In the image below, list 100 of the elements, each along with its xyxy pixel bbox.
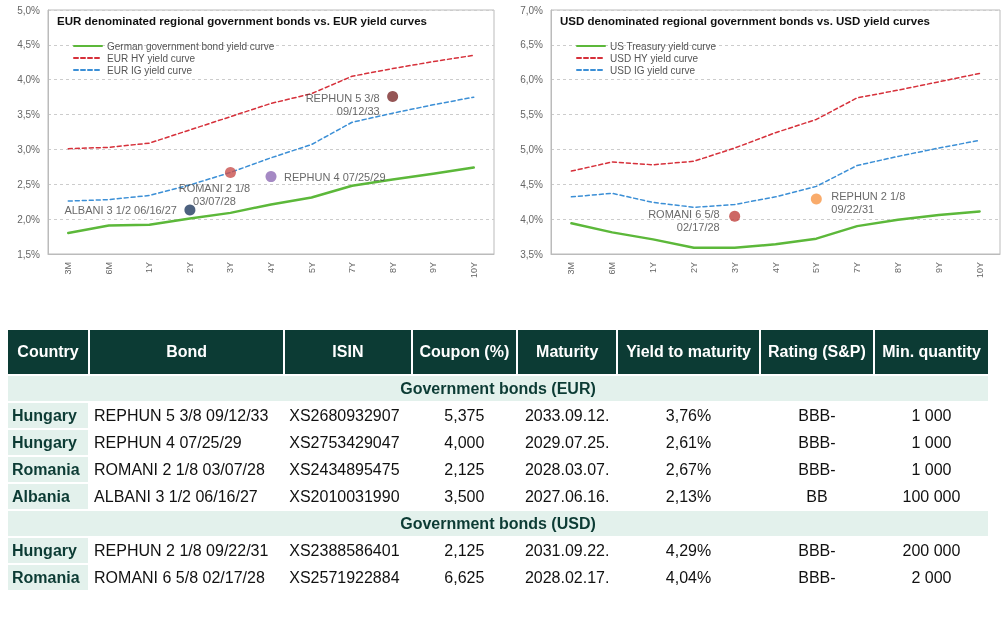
annotation: ROMANI 2 1/8 03/07/28 [178,181,251,207]
x-tick-label: 6M [607,262,618,275]
text: BBB- [798,568,836,586]
text: 2027.06.16. [524,487,610,505]
x-tick-label: 2Y [688,262,699,274]
y-tick-label: 3,5% [17,109,41,121]
text: Albania [12,487,70,505]
text: Government bonds (EUR) [400,379,596,397]
annotation: REPHUN 4 07/25/29 [284,170,386,183]
x-tick-label: 3Y [225,262,236,274]
y-tick-label: 5,0% [17,4,41,16]
text: BB [806,487,828,505]
text: 1 000 [911,433,952,451]
category-label: Coupon (%) [412,330,517,374]
text: REPHUN 4 07/25/29 [94,433,242,451]
category-label: Maturity [518,330,617,374]
text: 2 000 [911,568,952,586]
text: ALBANI 3 1/2 06/16/27 [94,487,258,505]
y-tick-label: 6,0% [520,74,544,86]
y-tick-label: 5,0% [520,143,544,155]
text: XS2753429047 [289,433,400,451]
text: Government bonds (USD) [400,514,596,532]
text: 3,500 [444,487,485,505]
chart-title: EUR denominated regional government bonds vs. EUR yield curves [57,15,427,27]
text: Hungary [12,406,77,424]
text: Hungary [12,433,77,451]
x-tick-label: 9Y [428,262,439,274]
x-tick-label: 8Y [892,262,903,274]
x-tick-label: 3Y [729,262,740,274]
text: 2,125 [444,460,485,478]
annotation: REPHUN 5 3/8 09/12/33 [305,91,380,117]
text: BBB- [798,460,836,478]
x-tick-label: 10Y [468,262,479,279]
text: XS2680932907 [289,406,400,424]
text: BBB- [798,541,836,559]
annotation: REPHUN 2 1/8 09/22/31 [831,190,906,216]
category-label: Bond [90,330,284,374]
text: 2031.09.22. [524,541,610,559]
category-label: ISIN [285,330,411,374]
category-label: Min. quantity [874,330,988,374]
text: 2,67% [665,460,712,478]
text: 4,000 [444,433,485,451]
x-tick-label: 4Y [770,262,781,274]
text: 2,125 [444,541,485,559]
text: REPHUN 5 3/8 09/12/33 [94,406,269,424]
text: BBB- [798,406,836,424]
annotation: ROMANI 6 5/8 02/17/28 [648,207,720,233]
category-label: Yield to maturity [618,330,759,374]
text: 2,13% [665,487,712,505]
text: XS2571922884 [289,568,400,586]
text: XS2010031990 [289,487,400,505]
text: 3,76% [665,406,712,424]
text: ROMANI 2 1/8 03/07/28 [94,460,265,478]
text: XS2388586401 [289,541,400,559]
text: 200 000 [902,541,961,559]
text: Hungary [12,541,77,559]
x-tick-label: 1Y [648,262,659,274]
x-tick-label: 6M [103,262,114,275]
line-series [67,54,475,150]
x-tick-label: 4Y [266,262,276,274]
y-tick-label: 5,5% [520,109,544,121]
category-label: Country [8,330,89,374]
y-tick-label: 7,0% [520,4,544,16]
legend-label: German government bond yield curve [107,40,275,52]
text: 1 000 [911,406,952,424]
text: 5,375 [444,406,485,424]
annotation: ALBANI 3 1/2 06/16/27 [64,204,177,217]
text: 2028.03.07. [524,460,610,478]
text: BBB- [798,433,836,451]
x-tick-label: 7Y [852,262,863,274]
x-tick-label: 5Y [811,262,822,274]
text: ROMANI 6 5/8 02/17/28 [94,568,265,586]
x-tick-label: 5Y [306,262,317,274]
x-tick-label: 8Y [387,262,398,274]
legend-label: EUR HY yield curve [107,52,196,64]
text: 2033.09.12. [524,406,610,424]
x-tick-label: 2Y [184,262,195,274]
y-tick-label: 2,5% [17,178,41,190]
legend-label: EUR IG yield curve [107,64,193,76]
text: 4,29% [665,541,712,559]
x-tick-label: 9Y [933,262,944,274]
x-tick-label: 1Y [144,262,155,274]
text: 1 000 [911,460,952,478]
legend-label: USD IG yield curve [610,64,696,76]
y-tick-label: 1,5% [17,248,41,260]
text: 2028.02.17. [524,568,610,586]
text: 4,04% [665,568,712,586]
text: Romania [12,568,80,586]
y-tick-label: 2,0% [17,213,41,225]
y-tick-label: 3,0% [17,143,41,155]
text: 2,61% [665,433,712,451]
y-tick-label: 3,5% [520,248,544,260]
y-tick-label: 4,5% [520,178,544,190]
legend-label: USD HY yield curve [610,52,699,64]
y-tick-label: 4,0% [17,74,41,86]
text: Romania [12,460,80,478]
text: REPHUN 2 1/8 09/22/31 [94,541,269,559]
y-tick-label: 4,0% [520,213,544,225]
legend-label: US Treasury yield curve [610,40,717,52]
text: 6,625 [444,568,485,586]
